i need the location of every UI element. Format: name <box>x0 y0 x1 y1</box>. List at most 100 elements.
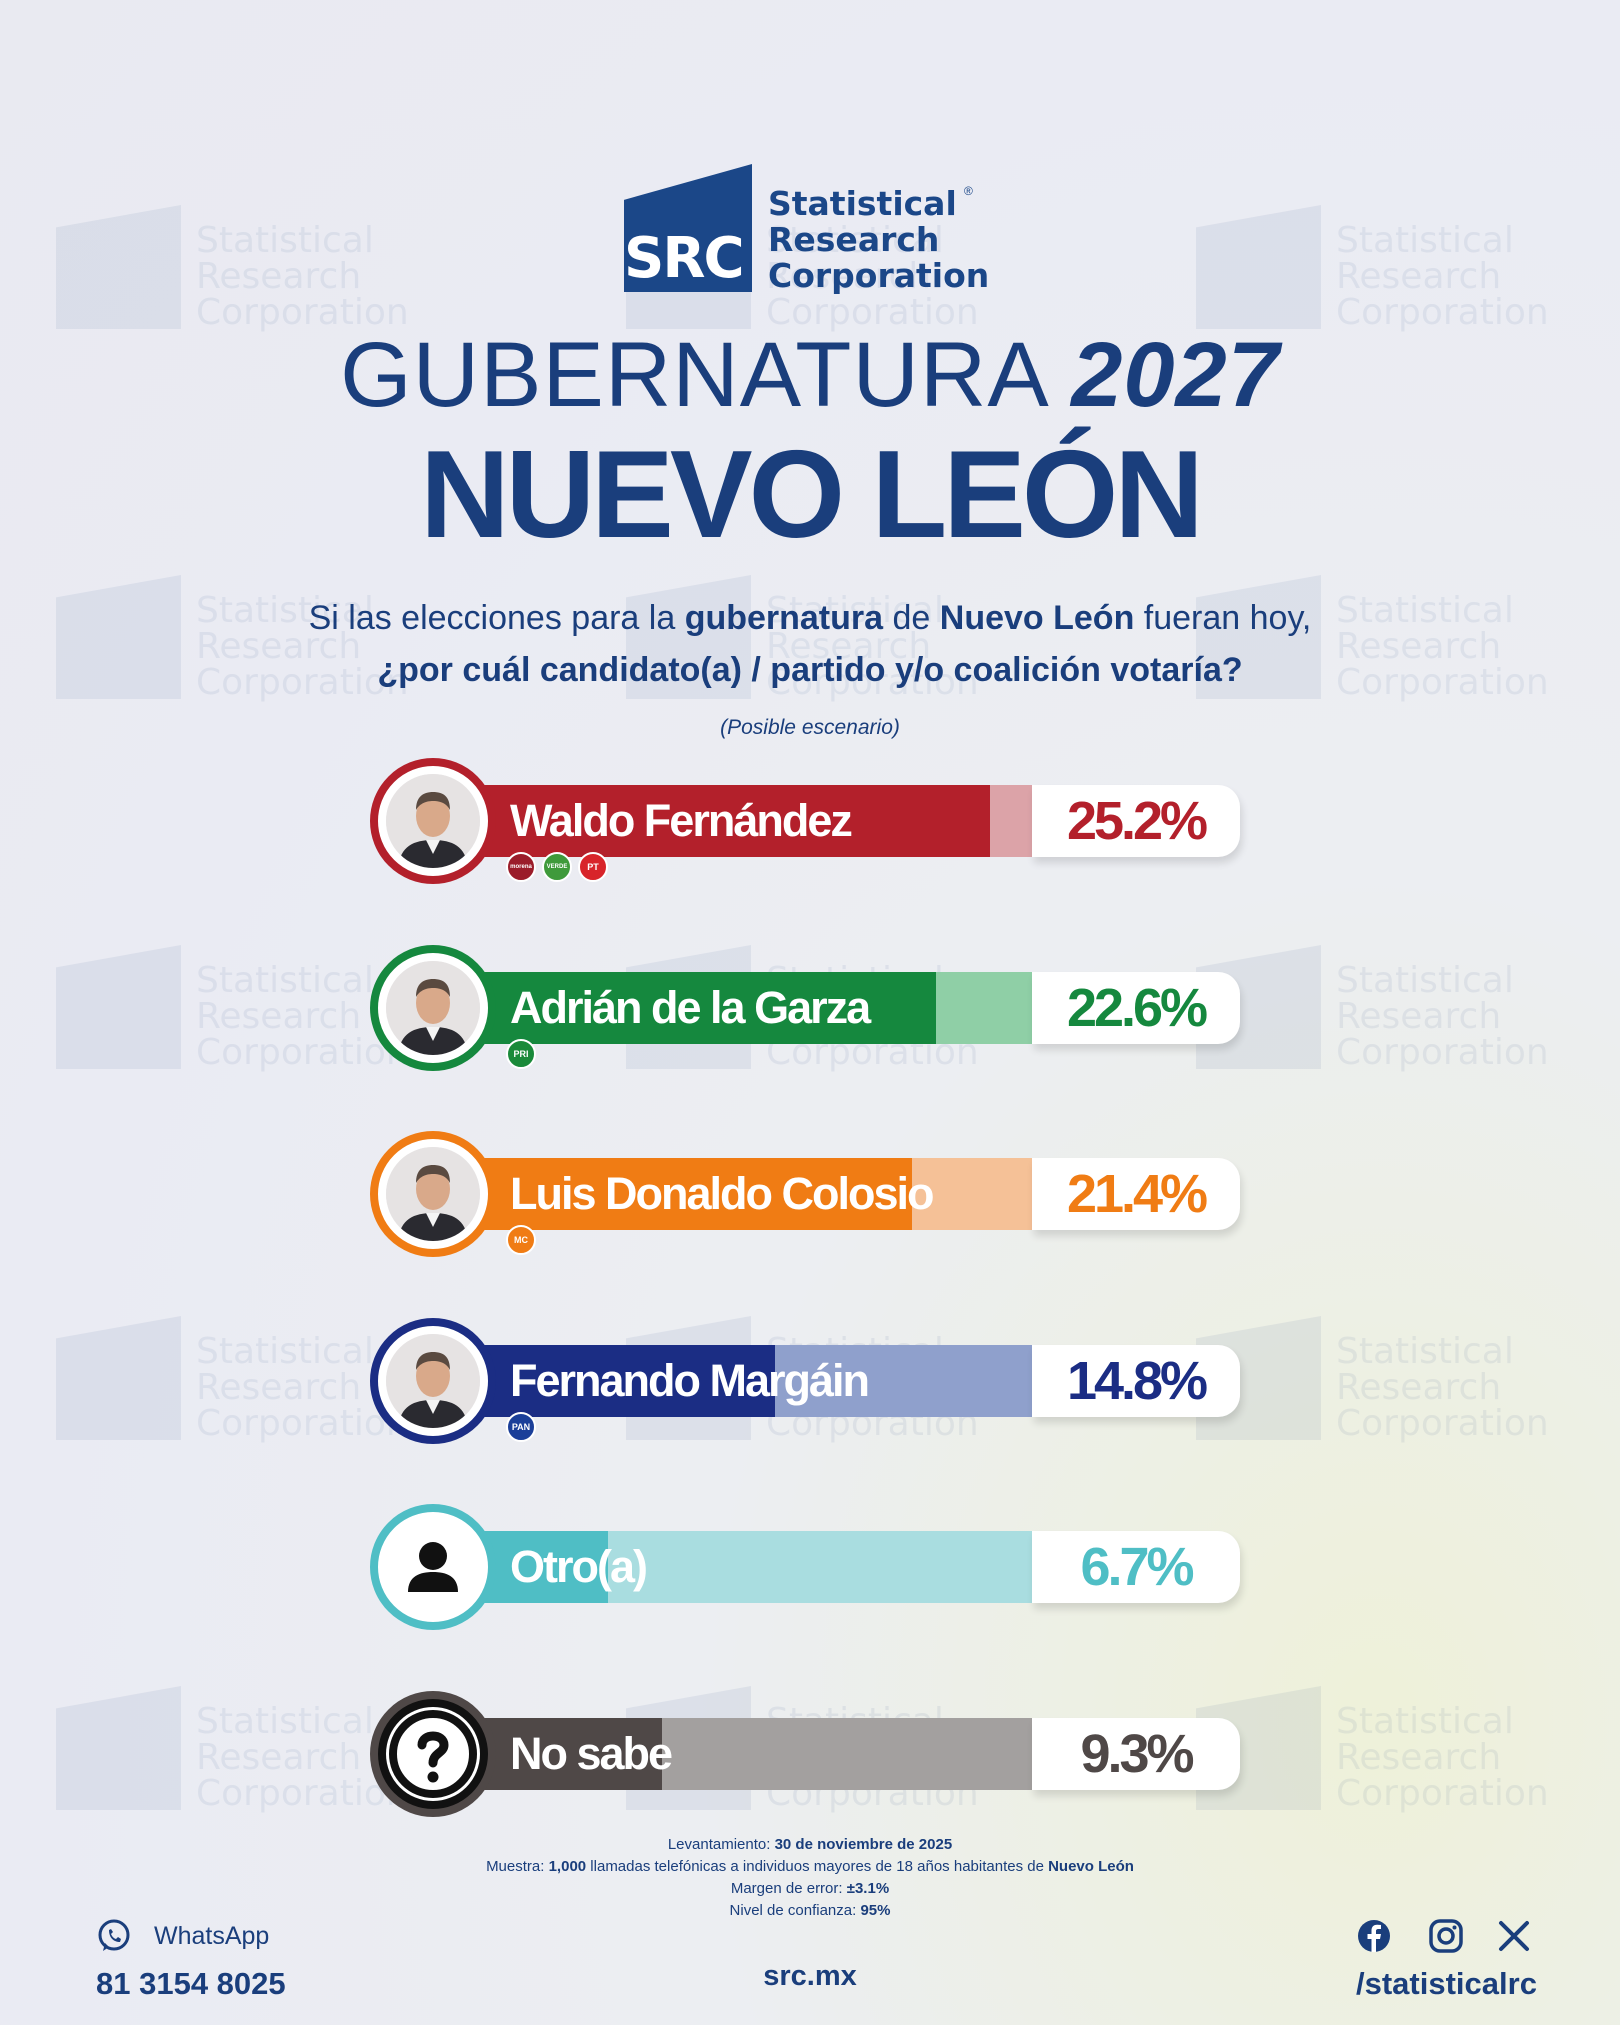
bar-track: Fernando Margáin <box>470 1345 1070 1417</box>
title-election: GUBERNATURA 2027 <box>0 325 1620 425</box>
question-part: fueran hoy, <box>1134 599 1312 637</box>
logo-line-1: Statistical <box>768 184 957 223</box>
website-link[interactable]: src.mx <box>763 1960 857 1992</box>
value-label: 6.7% <box>1032 1531 1240 1603</box>
meta-value: 1,000 <box>548 1858 587 1875</box>
question-part: gubernatura <box>684 599 884 637</box>
logo-line-2: Research <box>768 220 940 259</box>
registered-mark: ® <box>964 184 973 198</box>
whatsapp-label: WhatsApp <box>154 1922 270 1950</box>
bar-fill <box>470 1158 912 1230</box>
watermark-mark <box>56 205 181 329</box>
question-line-2: ¿por cuál candidato(a) / partido y/o coa… <box>377 651 1243 689</box>
title-light: GUBERNATURA <box>340 324 1045 426</box>
party-badge: PAN <box>506 1412 536 1442</box>
bar-row: Adrián de la Garza 22.6% PRI <box>370 945 1240 1075</box>
meta-label: Margen de error: <box>730 1880 847 1897</box>
candidate-photo-image <box>386 1334 480 1428</box>
watermark-mark <box>626 575 751 699</box>
logo-wordmark: Statistical Research Corporation <box>768 186 989 294</box>
watermark-mark <box>56 1316 181 1440</box>
party-badge: PT <box>578 852 608 882</box>
question-icon <box>370 1691 496 1817</box>
candidate-photo <box>370 1131 496 1257</box>
value-label: 22.6% <box>1032 972 1240 1044</box>
watermark-mark <box>56 1686 181 1810</box>
candidate-photo <box>370 945 496 1071</box>
logo-line-3: Corporation <box>768 256 990 295</box>
candidate-photo-image <box>386 961 480 1055</box>
facebook-icon[interactable] <box>1356 1918 1392 1954</box>
social-handle[interactable]: /statisticalrc <box>1356 1966 1537 2001</box>
avatar-inner <box>386 1707 480 1801</box>
bar-fill <box>470 1345 775 1417</box>
bar-track: Adrián de la Garza <box>470 972 1070 1044</box>
watermark-mark <box>1196 205 1321 329</box>
question-part: Si las elecciones para la <box>308 599 685 637</box>
bar-row: Waldo Fernández 25.2% morena VERDE PT <box>370 758 1240 888</box>
title-year: 2027 <box>1071 324 1280 426</box>
meta-label: Muestra: <box>486 1858 549 1875</box>
party-badge: PRI <box>506 1039 536 1069</box>
meta-value: ±3.1% <box>846 1880 890 1897</box>
candidate-photo <box>370 758 496 884</box>
watermark-mark <box>56 575 181 699</box>
watermark-mark <box>1196 575 1321 699</box>
bar-label: Otro(a) <box>510 1541 648 1592</box>
candidate-photo-image <box>386 1147 480 1241</box>
x-icon[interactable] <box>1496 1918 1532 1954</box>
whatsapp-number[interactable]: 81 3154 8025 <box>96 1966 286 2001</box>
bar-track: Luis Donaldo Colosio <box>470 1158 1070 1230</box>
party-badge: morena <box>506 852 536 882</box>
avatar-inner <box>386 774 480 868</box>
party-badge: VERDE <box>542 852 572 882</box>
avatar-inner <box>386 961 480 1055</box>
bar-label: No sabe <box>510 1728 673 1779</box>
meta-value: 30 de noviembre de 2025 <box>774 1836 953 1853</box>
candidate-photo-image <box>386 774 480 868</box>
question-icon <box>389 1710 477 1798</box>
candidate-photo <box>370 1318 496 1444</box>
bar-label: Adrián de la Garza <box>510 982 871 1033</box>
meta-value: Nuevo León <box>1048 1858 1134 1875</box>
bar-track: No sabe <box>470 1718 1070 1790</box>
bar-label: Waldo Fernández <box>510 795 853 846</box>
bar-row: Luis Donaldo Colosio 21.4% MC <box>370 1131 1240 1261</box>
bar-row: Fernando Margáin 14.8% PAN <box>370 1318 1240 1448</box>
bar-track: Waldo Fernández <box>470 785 1070 857</box>
party-badge: MC <box>506 1225 536 1255</box>
value-label: 14.8% <box>1032 1345 1240 1417</box>
avatar-inner <box>386 1520 480 1614</box>
meta-label: Levantamiento: <box>667 1836 775 1853</box>
methodology-notes: Levantamiento: 30 de noviembre de 2025 M… <box>0 1834 1620 1922</box>
value-label: 21.4% <box>1032 1158 1240 1230</box>
meta-value: 95% <box>860 1902 891 1919</box>
question-text: Si las elecciones para la gubernatura de… <box>0 592 1620 696</box>
person-icon <box>370 1504 496 1630</box>
meta-label: llamadas telefónicas a individuos mayore… <box>586 1858 1049 1875</box>
title-state: NUEVO LEÓN <box>420 426 1204 564</box>
bar-fill <box>470 1718 662 1790</box>
watermark-mark <box>56 945 181 1069</box>
instagram-icon[interactable] <box>1428 1918 1464 1954</box>
bar-row: No sabe 9.3% <box>370 1691 1240 1821</box>
